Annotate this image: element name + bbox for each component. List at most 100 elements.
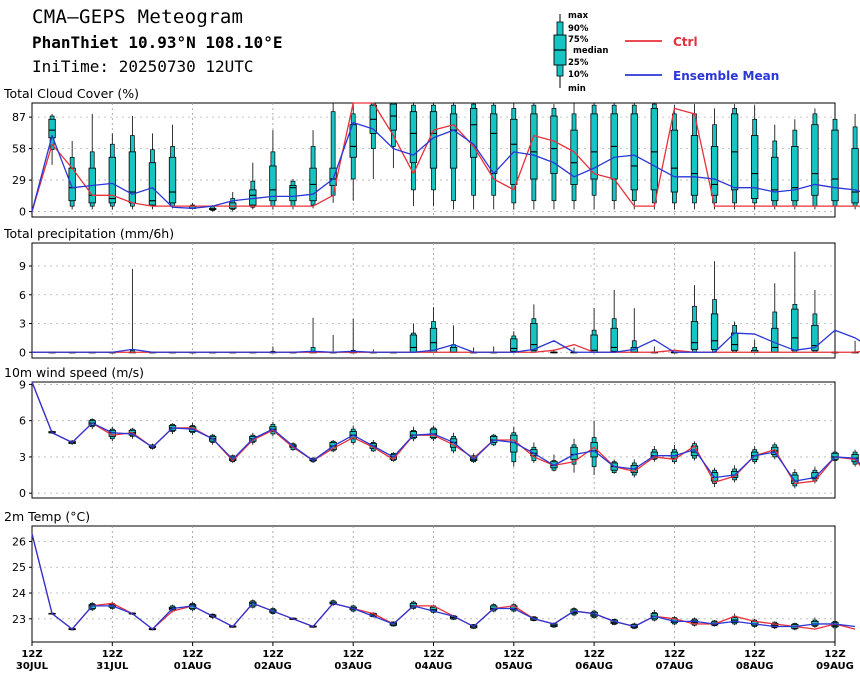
box-plot — [650, 446, 658, 462]
box-25-75 — [108, 156, 116, 204]
box-plot — [389, 102, 398, 169]
box-25-75 — [771, 156, 779, 202]
box-25-75 — [530, 113, 538, 180]
box-25-75 — [409, 334, 418, 353]
ctrl-series-line — [31, 381, 860, 485]
box-25-75 — [530, 323, 538, 351]
box-25-75 — [590, 113, 598, 180]
x-tick-label-date: 31JUL — [96, 661, 129, 672]
box-plot — [610, 289, 618, 353]
y-tick-label: 26 — [12, 535, 26, 548]
box-25-75 — [630, 113, 638, 191]
box-plot — [449, 325, 458, 353]
box-plot — [128, 116, 137, 210]
box-plot — [550, 104, 558, 210]
legend-box-label: 10% — [568, 70, 589, 80]
y-tick-label: 0 — [19, 346, 26, 359]
ensemble-mean-series-line — [31, 533, 856, 630]
box-plot — [590, 103, 598, 210]
box-plot — [269, 130, 277, 210]
x-tick-label-date: 04AUG — [415, 661, 453, 672]
box-plot — [570, 103, 578, 210]
box-plot — [730, 613, 739, 626]
box-plot — [610, 103, 618, 210]
box-plot — [510, 426, 518, 467]
box-25-75 — [429, 327, 438, 353]
box-25-75 — [751, 135, 759, 199]
box-plot — [851, 113, 859, 210]
ctrl-series-line — [31, 102, 860, 212]
box-25-75 — [449, 347, 458, 353]
x-tick-label-time: 12Z — [262, 649, 283, 660]
box-plot — [249, 162, 257, 210]
legend-box-label: 75% — [568, 35, 589, 45]
y-tick-label: 25 — [12, 561, 26, 574]
x-tick-label-time: 12Z — [423, 649, 444, 660]
box-plot — [550, 622, 558, 628]
legend-mean-label: Ensemble Mean — [673, 69, 779, 83]
legend-box-label: max — [568, 11, 589, 21]
box-25-75 — [269, 165, 277, 202]
box-plot — [590, 308, 598, 353]
legend — [553, 14, 662, 88]
box-plot — [309, 317, 317, 354]
box-plot — [851, 340, 859, 354]
box-25-75 — [791, 308, 799, 351]
ensemble-mean-series-line — [31, 381, 860, 482]
box-25-75 — [811, 472, 819, 480]
ensemble-mean-series-line — [32, 329, 860, 353]
box-25-75 — [128, 151, 137, 204]
box-plot — [791, 119, 799, 210]
box-plot — [710, 108, 719, 210]
box-25-75 — [710, 313, 719, 350]
x-tick-label-time: 12Z — [503, 649, 524, 660]
box-plot — [429, 103, 438, 207]
panel-3 — [29, 381, 860, 499]
legend-box-label: 90% — [568, 24, 589, 34]
box-plot — [730, 321, 739, 353]
y-tick-label: 87 — [12, 111, 26, 124]
box-plot — [469, 103, 478, 210]
box-25-75 — [811, 124, 819, 196]
panel-1 — [29, 102, 860, 218]
x-tick-label-date: 02AUG — [254, 661, 292, 672]
x-tick-label-time: 12Z — [744, 649, 765, 660]
chart-title: CMA–GEPS Meteogram — [32, 6, 244, 28]
y-tick-label: 23 — [12, 613, 26, 626]
box-plot — [128, 268, 137, 354]
y-tick-label: 58 — [12, 143, 26, 156]
box-plot — [730, 104, 739, 210]
box-25-75 — [68, 167, 76, 202]
box-plot — [429, 307, 438, 353]
box-25-75 — [570, 129, 578, 185]
x-tick-label-date: 05AUG — [495, 661, 533, 672]
box-plot — [409, 323, 418, 353]
box-25-75 — [409, 111, 418, 164]
legend-box-label: min — [568, 84, 586, 94]
panel-title: 2m Temp (°C) — [4, 509, 90, 524]
box-plot — [690, 285, 699, 353]
box-plot — [630, 103, 638, 210]
y-tick-label: 0 — [19, 206, 26, 219]
x-tick-label-time: 12Z — [584, 649, 605, 660]
x-tick-label-time: 12Z — [102, 649, 123, 660]
y-tick-label: 29 — [12, 174, 26, 187]
box-25-75 — [851, 148, 859, 204]
x-tick-label-time: 12Z — [182, 649, 203, 660]
y-tick-label: 0 — [19, 487, 26, 500]
box-plot — [791, 251, 799, 353]
box-25-75 — [168, 156, 177, 204]
box-25-75 — [550, 115, 558, 174]
box-25-75 — [710, 146, 719, 196]
y-tick-label: 6 — [19, 289, 26, 302]
box-plot — [168, 124, 177, 209]
y-tick-label: 9 — [19, 260, 26, 273]
legend-ctrl-label: Ctrl — [673, 35, 698, 49]
box-plot — [510, 331, 518, 353]
panel-title: Total Cloud Cover (%) — [3, 86, 139, 101]
box-plot — [530, 103, 538, 210]
box-25-75 — [670, 129, 679, 193]
box-25-75 — [389, 103, 398, 131]
box-25-75 — [449, 113, 458, 169]
